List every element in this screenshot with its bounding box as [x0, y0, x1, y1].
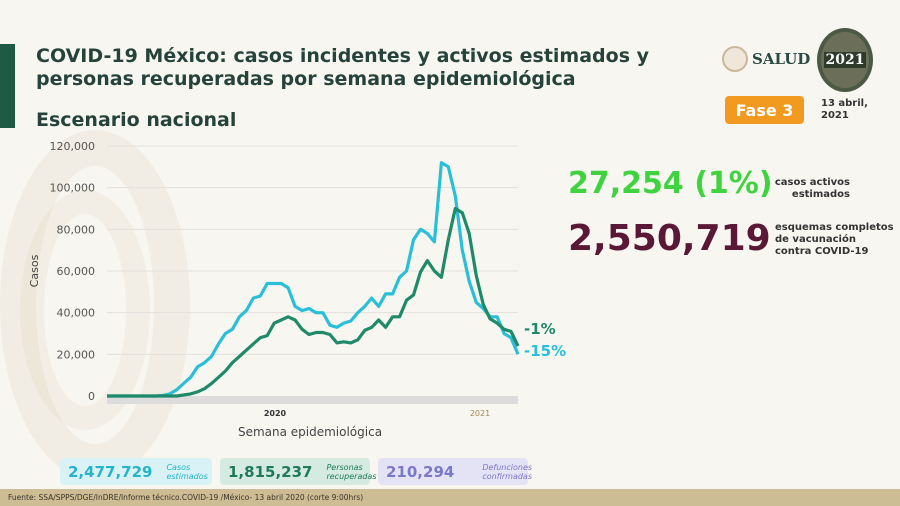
summary-card-deaths: 210,294 Defunciones confirmadas: [378, 458, 532, 485]
y-axis-label: Casos: [28, 254, 41, 287]
y-tick-label: 100,000: [50, 182, 96, 195]
summary-card-estimated: 2,477,729 Casos estimados: [60, 458, 212, 485]
x-axis-label: Semana epidemiológica: [238, 425, 382, 439]
y-tick-label: 0: [88, 390, 95, 403]
y-tick-label: 120,000: [50, 140, 96, 153]
year-label: 2021: [470, 409, 490, 418]
series-line: [107, 206, 520, 398]
y-tick-label: 40,000: [57, 307, 96, 320]
summary-value: 210,294: [386, 462, 455, 481]
summary-value: 1,815,237: [228, 462, 313, 481]
series-end-label: -15%: [524, 342, 566, 360]
x-axis-week-band: [107, 396, 518, 404]
vaccination-label: esquemas completos de vacunación contra …: [775, 222, 894, 257]
vaccination-value: 2,550,719: [568, 218, 771, 259]
series-end-label: -1%: [524, 320, 556, 338]
active-cases-value: 27,254 (1%): [568, 166, 773, 201]
summary-label: Personas recuperadas: [326, 462, 377, 481]
y-tick-label: 20,000: [57, 348, 96, 361]
summary-label: Casos estimados: [166, 462, 208, 481]
page-subtitle: Escenario nacional: [36, 109, 237, 131]
page-title: COVID-19 México: casos incidentes y acti…: [36, 45, 650, 90]
active-cases-label: casos activos estimados: [774, 177, 850, 200]
report-date: 13 abril, 2021: [821, 98, 868, 121]
seal-icon: [722, 46, 748, 72]
accent-bar: [0, 44, 15, 128]
summary-value: 2,477,729: [68, 462, 153, 481]
phase-badge: Fase 3: [725, 96, 804, 124]
year-label: 2020: [264, 409, 287, 418]
y-tick-label: 60,000: [57, 265, 96, 278]
source-footer: Fuente: SSA/SPPS/DGE/InDRE/Informe técni…: [0, 489, 900, 506]
salud-logo: SALUD: [722, 46, 810, 72]
y-tick-label: 80,000: [57, 223, 96, 236]
logo-2021-text: 2021: [823, 52, 867, 68]
salud-logo-text: SALUD: [752, 50, 811, 68]
mexico-2021-logo: 2021: [817, 28, 873, 92]
series-line: [107, 161, 520, 398]
summary-card-recovered: 1,815,237 Personas recuperadas: [220, 458, 377, 485]
summary-label: Defunciones confirmadas: [482, 462, 533, 481]
